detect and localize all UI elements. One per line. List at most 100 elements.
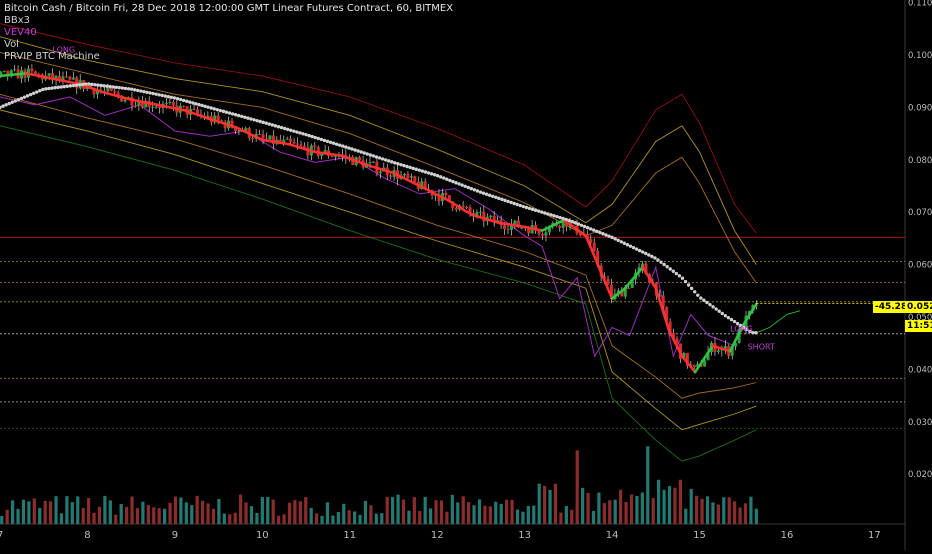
candle-body bbox=[368, 162, 372, 164]
vwap-dot bbox=[751, 331, 755, 335]
candle-body bbox=[137, 102, 141, 106]
candle-body bbox=[537, 229, 541, 235]
indicator-vol[interactable]: Vol bbox=[4, 39, 19, 50]
volume-bar bbox=[374, 513, 378, 524]
candle-body bbox=[302, 145, 306, 148]
vwap-dot bbox=[96, 83, 100, 87]
candle-body bbox=[706, 351, 710, 361]
vwap-dot bbox=[252, 118, 256, 122]
signal-segment bbox=[728, 323, 745, 353]
band-outer_upper bbox=[0, 23, 757, 234]
candle-body bbox=[534, 224, 538, 230]
vwap-dot bbox=[686, 283, 691, 287]
candle-body bbox=[575, 221, 579, 234]
candle-body bbox=[378, 171, 382, 174]
vwap-dot bbox=[515, 202, 519, 207]
vwap-dot bbox=[301, 132, 305, 136]
volume-bar bbox=[358, 514, 362, 524]
signal-segment bbox=[182, 108, 212, 121]
vwap-dot bbox=[561, 216, 565, 221]
vwap-dot bbox=[717, 309, 721, 313]
vwap-dot bbox=[738, 323, 743, 328]
candle-body bbox=[437, 194, 441, 202]
vwap-dot bbox=[539, 210, 544, 214]
volume-bar bbox=[287, 502, 292, 524]
volume-bar bbox=[87, 498, 91, 524]
vwap-dot bbox=[417, 168, 421, 172]
volume-bar bbox=[195, 495, 199, 524]
vwap-dot bbox=[102, 84, 106, 88]
candle-body bbox=[2, 70, 6, 72]
volume-bar bbox=[266, 496, 270, 524]
volume-bar bbox=[722, 497, 726, 524]
vwap-dot bbox=[729, 317, 734, 322]
vwap-dot bbox=[132, 88, 137, 92]
candle-body bbox=[692, 364, 696, 367]
volume-bar bbox=[602, 503, 606, 524]
candle-body bbox=[685, 353, 689, 366]
vwap-dot bbox=[454, 181, 458, 185]
vwap-dot bbox=[677, 274, 682, 278]
candle-body bbox=[323, 150, 327, 154]
volume-bar bbox=[244, 502, 248, 524]
signal-segment bbox=[680, 355, 697, 374]
indicator-vev40[interactable]: VEV40 bbox=[4, 27, 37, 38]
candle-body bbox=[233, 127, 237, 132]
candle-body bbox=[461, 205, 465, 207]
vwap-dot bbox=[371, 154, 376, 158]
candle-body bbox=[703, 360, 707, 367]
candle-body bbox=[92, 88, 96, 95]
vwap-dot bbox=[741, 325, 746, 330]
volume-bar bbox=[700, 498, 704, 524]
volume-bar bbox=[651, 498, 655, 524]
vwap-dot bbox=[653, 256, 657, 260]
volume-bar bbox=[521, 511, 525, 524]
vwap-dot bbox=[50, 86, 54, 90]
vwap-dot bbox=[47, 86, 51, 91]
candle-body bbox=[482, 211, 486, 222]
vwap-dot bbox=[420, 169, 425, 173]
signal-label: LONG bbox=[52, 45, 75, 54]
candle-body bbox=[506, 229, 510, 231]
volume-bar bbox=[619, 489, 623, 524]
vwap-dot bbox=[56, 85, 60, 90]
vwap-dot bbox=[233, 113, 238, 117]
vwap-dot bbox=[478, 190, 483, 194]
vwap-dot bbox=[25, 94, 30, 98]
volume-bar bbox=[363, 500, 368, 524]
candle-body bbox=[409, 176, 413, 178]
volume-bar bbox=[646, 446, 650, 524]
vwap-dot bbox=[304, 132, 308, 137]
x-tick-label: 17 bbox=[868, 530, 881, 541]
vwap-dot bbox=[166, 94, 171, 99]
candle-body bbox=[230, 120, 234, 128]
vwap-dot bbox=[689, 286, 694, 291]
x-tick-label: 10 bbox=[256, 530, 269, 541]
candle-body bbox=[123, 99, 127, 102]
vwap-dot bbox=[356, 149, 360, 153]
candle-body bbox=[389, 175, 393, 177]
volume-bar bbox=[49, 501, 53, 524]
candle-body bbox=[478, 211, 482, 213]
volume-bar bbox=[163, 508, 167, 524]
volume-bar bbox=[331, 515, 335, 524]
volume-bar bbox=[201, 500, 205, 524]
vwap-dot bbox=[172, 96, 177, 100]
vwap-dot bbox=[524, 205, 529, 210]
vwap-dot bbox=[184, 99, 189, 103]
vwap-dot bbox=[650, 254, 654, 259]
candle-body bbox=[630, 279, 634, 288]
candle-body bbox=[716, 350, 720, 352]
candle-body bbox=[296, 143, 300, 145]
volume-bar bbox=[515, 509, 520, 524]
indicator-prvip[interactable]: PRVIP BTC Machine bbox=[4, 51, 100, 62]
indicator-bbx3[interactable]: BBx3 bbox=[4, 15, 31, 26]
volume-bar bbox=[32, 498, 36, 524]
vwap-dot bbox=[393, 161, 397, 165]
candle-body bbox=[116, 92, 120, 96]
volume-bar bbox=[743, 503, 748, 524]
candle-body bbox=[596, 250, 600, 266]
